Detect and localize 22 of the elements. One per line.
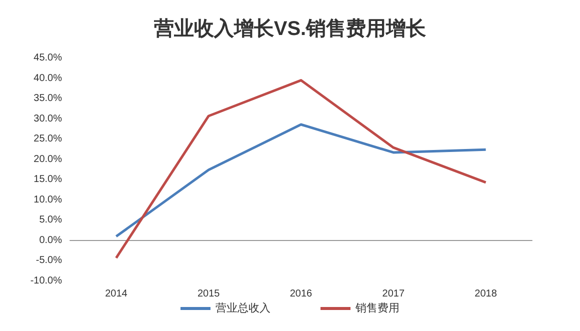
x-tick-label: 2016 <box>290 288 313 300</box>
y-tick-label: 0.0% <box>39 234 62 246</box>
line-series <box>114 123 488 238</box>
x-tick-label: 2017 <box>382 288 405 300</box>
line-series <box>114 79 488 260</box>
x-tick-label: 2014 <box>105 288 128 300</box>
y-tick-label: 25.0% <box>34 134 62 145</box>
y-tick-label: 30.0% <box>34 113 62 124</box>
y-tick-label: 45.0% <box>34 52 62 64</box>
y-tick-label: -5.0% <box>36 255 62 266</box>
x-tick-label: 2018 <box>474 288 498 300</box>
y-tick-label: 35.0% <box>34 93 62 104</box>
y-tick-label: -10.0% <box>30 276 62 286</box>
legend-label: 营业总收入 <box>216 302 270 314</box>
y-tick-label: 10.0% <box>34 194 62 206</box>
y-tick-label: 20.0% <box>34 154 62 165</box>
y-tick-label: 5.0% <box>39 214 62 226</box>
legend-label: 销售费用 <box>354 302 400 314</box>
x-tick-label: 2015 <box>197 288 220 300</box>
y-tick-label: 15.0% <box>34 174 62 186</box>
y-tick-label: 40.0% <box>34 72 62 84</box>
chart-title: 营业收入增长VS.销售费用增长 <box>152 17 428 40</box>
